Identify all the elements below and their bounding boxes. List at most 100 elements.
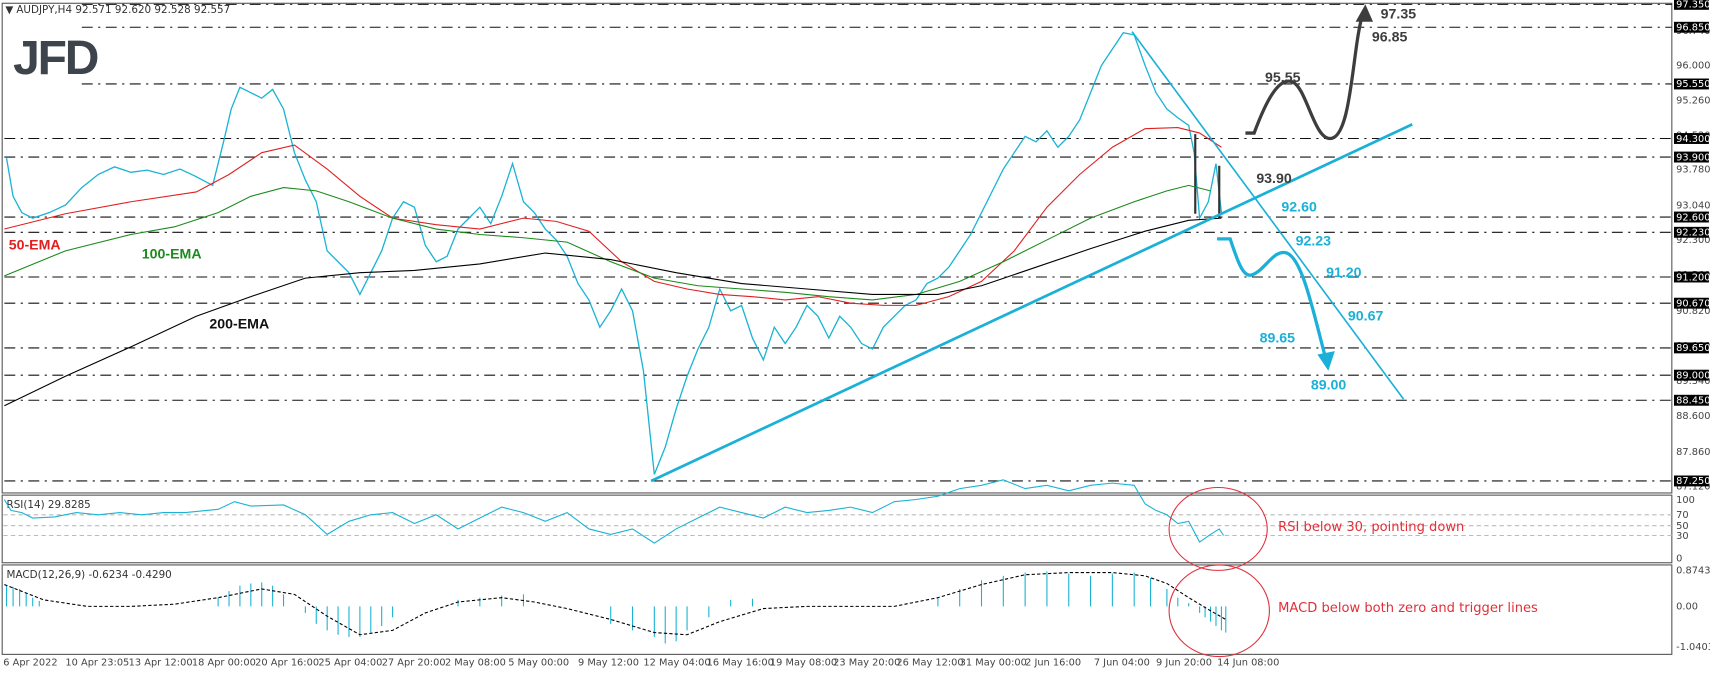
label-93-90: 93.90 xyxy=(1256,171,1292,187)
svg-text:16 May 16:00: 16 May 16:00 xyxy=(707,657,774,668)
svg-text:89.340: 89.340 xyxy=(1676,376,1710,387)
svg-text:50: 50 xyxy=(1676,521,1688,532)
ema100-line xyxy=(4,184,1211,301)
svg-text:92.300: 92.300 xyxy=(1676,235,1710,246)
svg-text:25 Apr 04:00: 25 Apr 04:00 xyxy=(318,657,382,668)
svg-text:0.00: 0.00 xyxy=(1676,602,1698,613)
ema50-label: 50-EMA xyxy=(9,238,61,254)
svg-text:0.8743: 0.8743 xyxy=(1676,566,1710,577)
price-level-tags: 97.350 96.850 95.550 94.300 93.900 92.60… xyxy=(1674,0,1710,487)
label-92-23: 92.23 xyxy=(1296,233,1332,249)
svg-text:2 May 08:00: 2 May 08:00 xyxy=(445,657,506,668)
svg-text:87.250: 87.250 xyxy=(1676,476,1710,487)
ema200-line xyxy=(4,217,1222,407)
macd-histogram xyxy=(5,571,1227,644)
macd-pane xyxy=(1,564,1673,655)
svg-text:31 May 00:00: 31 May 00:00 xyxy=(960,657,1027,668)
svg-text:2 Jun 16:00: 2 Jun 16:00 xyxy=(1025,657,1081,668)
svg-text:7 Jun 04:00: 7 Jun 04:00 xyxy=(1094,657,1150,668)
svg-text:90.820: 90.820 xyxy=(1676,306,1710,317)
label-97-35: 97.35 xyxy=(1381,7,1417,23)
label-90-67: 90.67 xyxy=(1348,309,1384,325)
svg-text:20 Apr 16:00: 20 Apr 16:00 xyxy=(255,657,319,668)
svg-text:26 May 12:00: 26 May 12:00 xyxy=(896,657,963,668)
svg-text:95.260: 95.260 xyxy=(1676,96,1710,107)
svg-text:100: 100 xyxy=(1676,495,1695,506)
svg-text:30: 30 xyxy=(1676,531,1688,542)
svg-text:13 Apr 12:00: 13 Apr 12:00 xyxy=(129,657,193,668)
svg-text:9 Jun 20:00: 9 Jun 20:00 xyxy=(1156,657,1212,668)
ema50-line xyxy=(4,127,1222,306)
svg-text:95.550: 95.550 xyxy=(1676,79,1710,90)
svg-text:92.230: 92.230 xyxy=(1676,228,1710,239)
svg-text:93.040: 93.040 xyxy=(1676,200,1710,211)
uptrend-line xyxy=(650,123,1413,483)
svg-text:90.670: 90.670 xyxy=(1676,298,1710,309)
rsi-pane xyxy=(1,494,1673,564)
rsi-highlight-circle xyxy=(1168,486,1268,571)
svg-text:10 Apr 23:05: 10 Apr 23:05 xyxy=(65,657,129,668)
svg-text:18 Apr 00:00: 18 Apr 00:00 xyxy=(192,657,256,668)
time-axis: 6 Apr 2022 10 Apr 23:05 13 Apr 12:00 18 … xyxy=(3,657,1279,668)
bearish-scenario-arrow xyxy=(1217,237,1328,361)
svg-text:87.120: 87.120 xyxy=(1676,482,1710,493)
horizontal-levels xyxy=(4,3,1672,482)
price-axis: 96.740 96.000 95.260 94.520 93.780 93.04… xyxy=(1676,26,1710,493)
bullish-scenario-arrow xyxy=(1245,12,1365,141)
macd-axis: 0.8743 0.00 -1.0403 xyxy=(1676,566,1710,653)
macd-signal-line xyxy=(4,572,1227,636)
price-trace xyxy=(5,31,1223,475)
last-candles xyxy=(1194,134,1221,219)
svg-text:6 Apr 2022: 6 Apr 2022 xyxy=(3,657,57,668)
jfd-logo: JFD xyxy=(13,32,100,85)
ema200-label: 200-EMA xyxy=(209,316,269,332)
symbol-info: AUDJPY,H4 92.571 92.620 92.528 92.557 xyxy=(16,4,230,16)
svg-text:19 May 08:00: 19 May 08:00 xyxy=(770,657,837,668)
svg-text:87.860: 87.860 xyxy=(1676,447,1710,458)
rsi-title: RSI(14) 29.8285 xyxy=(7,499,91,511)
svg-text:0: 0 xyxy=(1676,554,1682,565)
svg-text:23 May 20:00: 23 May 20:00 xyxy=(833,657,900,668)
macd-note: MACD below both zero and trigger lines xyxy=(1278,601,1538,616)
svg-text:89.650: 89.650 xyxy=(1676,343,1710,354)
label-89-65: 89.65 xyxy=(1260,330,1296,346)
label-95-55: 95.55 xyxy=(1265,70,1301,86)
svg-text:94.300: 94.300 xyxy=(1676,134,1710,145)
label-92-60: 92.60 xyxy=(1281,200,1317,216)
svg-text:-1.0403: -1.0403 xyxy=(1676,642,1710,653)
svg-text:91.200: 91.200 xyxy=(1676,272,1710,283)
macd-highlight-circle xyxy=(1168,564,1270,658)
svg-text:92.600: 92.600 xyxy=(1676,212,1710,223)
label-96-85: 96.85 xyxy=(1372,29,1408,45)
svg-text:96.000: 96.000 xyxy=(1676,61,1710,72)
main-pane xyxy=(1,2,1673,494)
rsi-line xyxy=(3,479,1225,544)
bearish-arrowhead-icon xyxy=(1317,351,1335,371)
collapse-arrow-icon[interactable]: ▼ xyxy=(5,4,13,16)
svg-text:14 Jun 08:00: 14 Jun 08:00 xyxy=(1217,657,1279,668)
svg-text:96.850: 96.850 xyxy=(1676,23,1710,34)
svg-text:27 Apr 20:00: 27 Apr 20:00 xyxy=(382,657,446,668)
rsi-note: RSI below 30, pointing down xyxy=(1278,520,1464,535)
svg-text:88.600: 88.600 xyxy=(1676,411,1710,422)
svg-text:93.900: 93.900 xyxy=(1676,152,1710,163)
svg-text:88.450: 88.450 xyxy=(1676,396,1710,407)
svg-text:5 May 00:00: 5 May 00:00 xyxy=(508,657,569,668)
bullish-arrowhead-icon xyxy=(1355,4,1374,22)
svg-text:9 May 12:00: 9 May 12:00 xyxy=(578,657,639,668)
rsi-axis: 100 70 50 30 0 xyxy=(1676,495,1695,565)
label-89-00: 89.00 xyxy=(1311,377,1347,393)
rsi-level-lines xyxy=(3,514,1672,537)
svg-text:97.350: 97.350 xyxy=(1676,0,1710,11)
svg-text:12 May 04:00: 12 May 04:00 xyxy=(643,657,710,668)
ema100-label: 100-EMA xyxy=(142,246,202,262)
svg-text:89.000: 89.000 xyxy=(1676,370,1710,381)
svg-text:JFD: JFD xyxy=(13,32,98,85)
macd-title: MACD(12,26,9) -0.6234 -0.4290 xyxy=(7,569,172,581)
svg-text:70: 70 xyxy=(1676,510,1688,521)
downtrend-line xyxy=(1131,31,1405,400)
svg-text:93.780: 93.780 xyxy=(1676,164,1710,175)
label-91-20: 91.20 xyxy=(1326,265,1362,281)
